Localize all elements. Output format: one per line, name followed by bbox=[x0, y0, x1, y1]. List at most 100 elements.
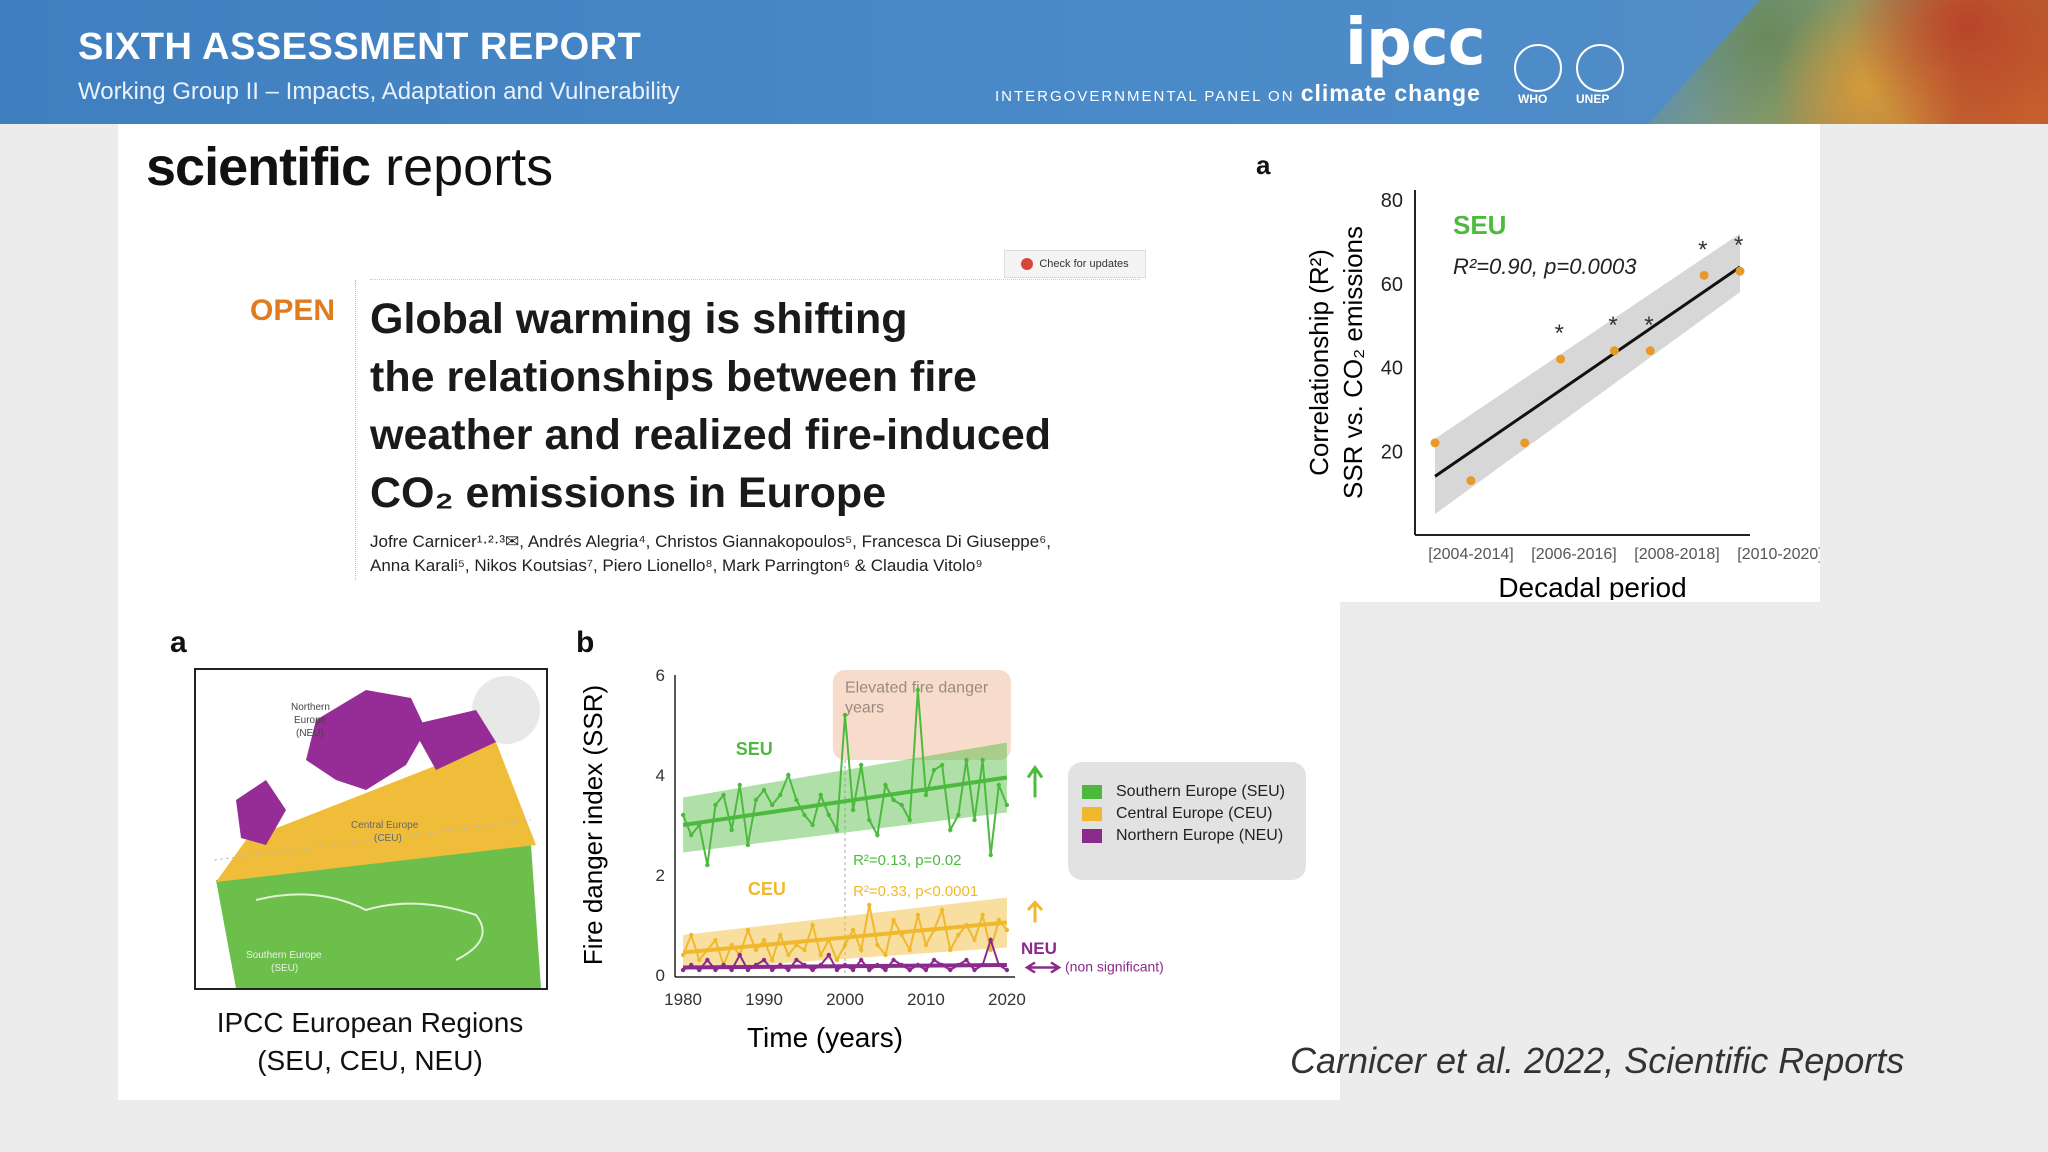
data-point-neu bbox=[883, 967, 888, 973]
x-tick-label: 2010 bbox=[907, 990, 945, 1009]
paper-title-line: CO₂ emissions in Europe bbox=[370, 469, 887, 517]
x-tick-label: [2008-2018] bbox=[1634, 546, 1719, 563]
ipcc-logo: ipcc bbox=[1345, 6, 1486, 80]
data-point-ceu bbox=[842, 942, 848, 948]
data-point-ceu bbox=[891, 917, 896, 923]
stat-label: R²=0.90, p=0.0003 bbox=[1453, 254, 1637, 279]
data-point bbox=[1556, 354, 1566, 364]
trend-arrow-up-ceu bbox=[1026, 900, 1044, 923]
stat-label-neu: (non significant) bbox=[1065, 959, 1164, 975]
data-point-ceu bbox=[713, 937, 718, 943]
data-point-seu bbox=[972, 817, 977, 823]
author-line: Jofre Carnicer¹·²·³✉, Andrés Alegria⁴, C… bbox=[370, 532, 1051, 551]
x-axis-title: Decadal period bbox=[1498, 572, 1686, 600]
significance-star: * bbox=[1734, 232, 1743, 259]
data-point-ceu bbox=[948, 947, 953, 953]
timeseries-chart: Elevated fire danger years 0 2 4 6 1980 1990 200… bbox=[580, 666, 1164, 1053]
data-point-neu bbox=[1004, 967, 1010, 973]
data-point-ceu bbox=[850, 927, 856, 933]
y-tick-label: 80 bbox=[1381, 190, 1403, 212]
data-point-ceu bbox=[996, 917, 1002, 923]
trend-line-seu bbox=[682, 775, 1008, 827]
data-point-seu bbox=[948, 827, 953, 833]
ipcc-tagline-small: INTERGOVERNMENTAL PANEL ON bbox=[995, 88, 1295, 105]
data-point-seu bbox=[818, 792, 823, 798]
data-point-seu bbox=[810, 822, 815, 828]
data-point-seu bbox=[842, 712, 848, 718]
neu-label-line: Europe bbox=[294, 715, 327, 726]
data-point-neu bbox=[964, 957, 969, 963]
data-point bbox=[1699, 270, 1709, 280]
data-point-seu bbox=[915, 687, 921, 693]
data-point-neu bbox=[923, 967, 929, 973]
data-point-ceu bbox=[802, 947, 807, 953]
data-point-ceu bbox=[883, 952, 888, 958]
paper-title-line: Global warming is shifting bbox=[370, 295, 908, 343]
significance-star: * bbox=[1555, 320, 1564, 347]
data-point-neu bbox=[972, 967, 977, 973]
header-banner bbox=[0, 0, 2048, 124]
data-point-seu bbox=[850, 807, 856, 813]
ceu-label-line: Central Europe bbox=[351, 820, 419, 831]
data-point-seu bbox=[778, 792, 783, 798]
y-axis-title-line2: SSR vs. CO₂ emissions bbox=[1338, 226, 1368, 499]
citation: Carnicer et al. 2022, Scientific Reports bbox=[1290, 1040, 1905, 1081]
seu-region bbox=[216, 845, 541, 988]
data-point-neu bbox=[867, 967, 872, 973]
data-point-ceu bbox=[907, 947, 912, 953]
data-point bbox=[1430, 438, 1440, 448]
significance-star: * bbox=[1608, 312, 1617, 339]
data-point-seu bbox=[996, 782, 1002, 788]
seu-label-line: (SEU) bbox=[271, 963, 298, 974]
legend-swatch-ceu bbox=[1082, 807, 1102, 821]
data-point-seu bbox=[891, 797, 896, 803]
data-point-neu bbox=[737, 952, 742, 958]
x-tick-label: [2006-2016] bbox=[1531, 546, 1616, 563]
report-title: SIXTH ASSESSMENT REPORT bbox=[78, 26, 642, 68]
series-label-seu: SEU bbox=[1453, 210, 1506, 240]
trend-arrow-up-seu bbox=[1026, 764, 1044, 798]
data-point-seu bbox=[786, 772, 791, 778]
data-point-neu bbox=[834, 967, 840, 973]
neu-region-east bbox=[411, 710, 496, 770]
neu-region-british-isles bbox=[236, 780, 286, 845]
data-point-ceu bbox=[688, 932, 694, 938]
data-point-neu bbox=[794, 957, 799, 963]
unep-label: UNEP bbox=[1576, 92, 1610, 106]
data-point-seu bbox=[931, 767, 937, 773]
legend-item-seu: Southern Europe (SEU) bbox=[1082, 782, 1285, 802]
stat-label-seu: R²=0.13, p=0.02 bbox=[853, 852, 961, 869]
data-point-neu bbox=[931, 957, 937, 963]
data-point bbox=[1466, 476, 1476, 486]
x-tick-label: [2010-2020] bbox=[1737, 546, 1820, 563]
ipcc-tagline-big: climate change bbox=[1300, 80, 1481, 106]
map-caption-line: (SEU, CEU, NEU) bbox=[257, 1045, 483, 1076]
data-point-ceu bbox=[834, 957, 840, 963]
unep-emblem-icon bbox=[1576, 44, 1624, 92]
y-tick-label: 0 bbox=[656, 966, 665, 985]
data-point bbox=[1735, 266, 1745, 276]
data-point-neu bbox=[705, 957, 710, 963]
data-point-seu bbox=[1004, 802, 1010, 808]
data-point-seu bbox=[688, 832, 694, 838]
timeseries-legend: Southern Europe (SEU) Central Europe (CE… bbox=[1068, 762, 1306, 880]
legend-item-ceu: Central Europe (CEU) bbox=[1082, 804, 1273, 824]
map-svg: Northern Europe (NEU) Central Europe (CE… bbox=[196, 670, 546, 988]
data-point-ceu bbox=[867, 902, 872, 908]
map-caption-line: IPCC European Regions bbox=[216, 1007, 524, 1038]
data-point-ceu bbox=[786, 952, 791, 958]
timeseries-panel-label: b bbox=[576, 626, 595, 659]
data-point-ceu bbox=[697, 957, 702, 963]
correlation-panel bbox=[1240, 124, 1820, 602]
paper-title-line: the relationships between fire bbox=[370, 353, 977, 401]
ipcc-tagline: INTERGOVERNMENTAL PANEL ON climate chang… bbox=[995, 80, 1481, 107]
data-point-seu bbox=[899, 802, 904, 808]
data-point-neu bbox=[786, 967, 791, 973]
data-point-seu bbox=[875, 832, 880, 838]
ceu-label-line: (CEU) bbox=[374, 833, 402, 844]
check-updates-button[interactable]: Check for updates bbox=[1004, 250, 1146, 278]
data-point-neu bbox=[826, 952, 832, 958]
series-label-seu: SEU bbox=[736, 739, 773, 759]
data-point bbox=[1645, 346, 1655, 356]
europe-regions-map: Northern Europe (NEU) Central Europe (CE… bbox=[194, 668, 548, 990]
